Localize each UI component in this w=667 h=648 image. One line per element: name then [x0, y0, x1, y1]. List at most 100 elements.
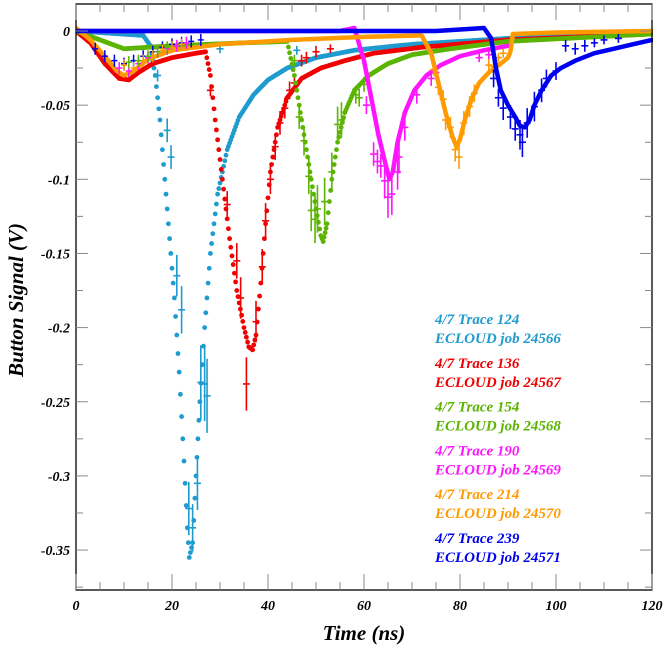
- sim-point: [329, 176, 335, 182]
- sim-point: [205, 61, 211, 67]
- y-tick-label: -0.35: [41, 544, 70, 559]
- sim-point: [288, 56, 294, 61]
- sim-point: [266, 182, 272, 188]
- sim-point: [221, 186, 227, 192]
- sim-point: [253, 332, 259, 338]
- sim-point: [202, 325, 208, 330]
- sim-point: [265, 195, 271, 201]
- sim-point: [195, 436, 201, 442]
- sim-point: [264, 208, 270, 214]
- sim-point: [227, 236, 233, 242]
- sim-point: [174, 332, 180, 338]
- sim-point: [216, 147, 222, 153]
- x-tick-label: 80: [453, 599, 467, 614]
- sim-point: [151, 65, 157, 71]
- sim-point: [209, 84, 215, 90]
- sim-point: [215, 191, 221, 197]
- sim-point: [196, 417, 202, 423]
- sim-point: [244, 334, 249, 340]
- sim-point: [170, 280, 176, 286]
- legend-entry-trace: 4/7 Trace 214: [434, 487, 520, 503]
- sim-point: [180, 436, 186, 442]
- sim-point: [259, 265, 265, 271]
- sim-point: [283, 99, 289, 104]
- sim-point: [251, 342, 257, 348]
- sim-point: [160, 147, 165, 153]
- series-4: [76, 25, 511, 218]
- sim-point: [217, 157, 223, 162]
- legend-entry-trace: 4/7 Trace 154: [434, 400, 520, 416]
- sim-point: [234, 288, 240, 293]
- sim-point: [254, 319, 260, 325]
- sim-point: [193, 473, 199, 479]
- sim-point: [328, 188, 334, 193]
- sim-point: [325, 210, 331, 216]
- sim-line: [76, 25, 653, 130]
- sim-point: [212, 117, 218, 123]
- sim-point: [189, 545, 194, 550]
- legend-entry-trace: 4/7 Trace 136: [434, 356, 520, 372]
- sim-point: [181, 458, 187, 464]
- sim-point: [223, 206, 229, 212]
- sim-point: [214, 127, 219, 133]
- sim-point: [260, 251, 266, 256]
- sim-point: [321, 234, 327, 240]
- sim-point: [209, 241, 215, 246]
- sim-point: [256, 306, 261, 312]
- series-1: [76, 28, 653, 560]
- y-tick-label: -0.25: [41, 396, 70, 411]
- sim-point: [210, 95, 216, 101]
- sim-point: [276, 121, 282, 127]
- sim-point: [204, 55, 210, 61]
- legend-entry-sim: ECLOUD job 24567: [434, 375, 561, 391]
- sim-point: [263, 221, 268, 227]
- sim-point: [278, 113, 284, 119]
- sim-point: [316, 219, 321, 225]
- sim-point: [175, 351, 181, 356]
- early-data: [125, 41, 171, 69]
- sim-point: [206, 67, 212, 72]
- sim-point: [211, 221, 217, 227]
- sim-point: [229, 253, 235, 259]
- sim-point: [272, 139, 278, 145]
- sim-point: [182, 480, 188, 486]
- sim-point: [323, 225, 329, 231]
- sim-point: [194, 454, 200, 460]
- sim-point: [311, 191, 316, 197]
- sim-point: [337, 129, 343, 135]
- sim-point: [222, 158, 228, 164]
- x-tick-label: 60: [357, 599, 371, 614]
- sim-point: [208, 251, 213, 256]
- x-tick-label: 20: [164, 599, 179, 614]
- sim-point: [228, 244, 234, 250]
- sim-point: [197, 399, 203, 405]
- y-tick-label: -0.15: [41, 247, 70, 262]
- sim-point: [305, 154, 310, 160]
- sim-point: [324, 221, 330, 227]
- sim-point: [217, 180, 223, 186]
- sim-point: [155, 95, 161, 101]
- sim-point: [172, 295, 177, 301]
- sim-point: [336, 134, 342, 140]
- sim-point: [211, 106, 217, 112]
- sim-point: [320, 239, 326, 244]
- sim-point: [275, 124, 280, 130]
- series-6: [76, 25, 653, 158]
- x-tick-label: 100: [546, 599, 567, 614]
- sim-point: [322, 230, 328, 236]
- sim-point: [340, 120, 345, 125]
- sim-point: [161, 162, 167, 167]
- sim-point: [214, 201, 219, 207]
- sim-point: [204, 295, 210, 301]
- sim-point: [300, 124, 306, 130]
- sim-point: [208, 73, 213, 78]
- sim-point: [224, 216, 230, 222]
- sim-point: [271, 147, 277, 153]
- series-layer: [76, 25, 653, 560]
- sim-point: [294, 87, 300, 93]
- legend-entry-sim: ECLOUD job 24566: [434, 331, 561, 347]
- sim-point: [331, 162, 337, 167]
- sim-point: [292, 73, 297, 78]
- sim-point: [191, 517, 197, 523]
- sim-point: [277, 117, 283, 123]
